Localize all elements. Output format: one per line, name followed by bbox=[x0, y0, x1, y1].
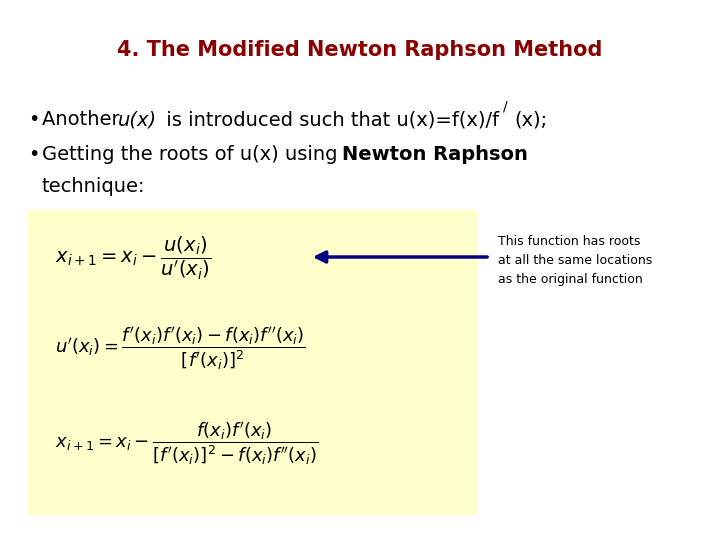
Text: Getting the roots of u(x) using: Getting the roots of u(x) using bbox=[42, 145, 343, 164]
Text: (x);: (x); bbox=[514, 110, 547, 129]
Text: Newton Raphson: Newton Raphson bbox=[342, 145, 528, 164]
Text: is introduced such that u(x)=f(x)/f: is introduced such that u(x)=f(x)/f bbox=[160, 110, 499, 129]
FancyBboxPatch shape bbox=[28, 210, 478, 515]
Text: $u'(x_i) = \dfrac{f'(x_i)f'(x_i) - f(x_i)f''(x_i)}{[f'(x_i)]^2}$: $u'(x_i) = \dfrac{f'(x_i)f'(x_i) - f(x_i… bbox=[55, 325, 306, 372]
Text: •: • bbox=[28, 110, 40, 129]
Text: u(x): u(x) bbox=[118, 110, 157, 129]
Text: /: / bbox=[503, 100, 508, 114]
Text: 4. The Modified Newton Raphson Method: 4. The Modified Newton Raphson Method bbox=[117, 40, 603, 60]
Text: technique:: technique: bbox=[42, 177, 145, 196]
Text: $x_{i+1} = x_i - \dfrac{u(x_i)}{u'(x_i)}$: $x_{i+1} = x_i - \dfrac{u(x_i)}{u'(x_i)}… bbox=[55, 235, 211, 282]
Text: Another: Another bbox=[42, 110, 126, 129]
Text: •: • bbox=[28, 145, 40, 164]
Text: $x_{i+1} = x_i - \dfrac{f(x_i)f'(x_i)}{[f'(x_i)]^2 - f(x_i)f''(x_i)}$: $x_{i+1} = x_i - \dfrac{f(x_i)f'(x_i)}{[… bbox=[55, 420, 318, 467]
Text: This function has roots
at all the same locations
as the original function: This function has roots at all the same … bbox=[498, 235, 652, 286]
